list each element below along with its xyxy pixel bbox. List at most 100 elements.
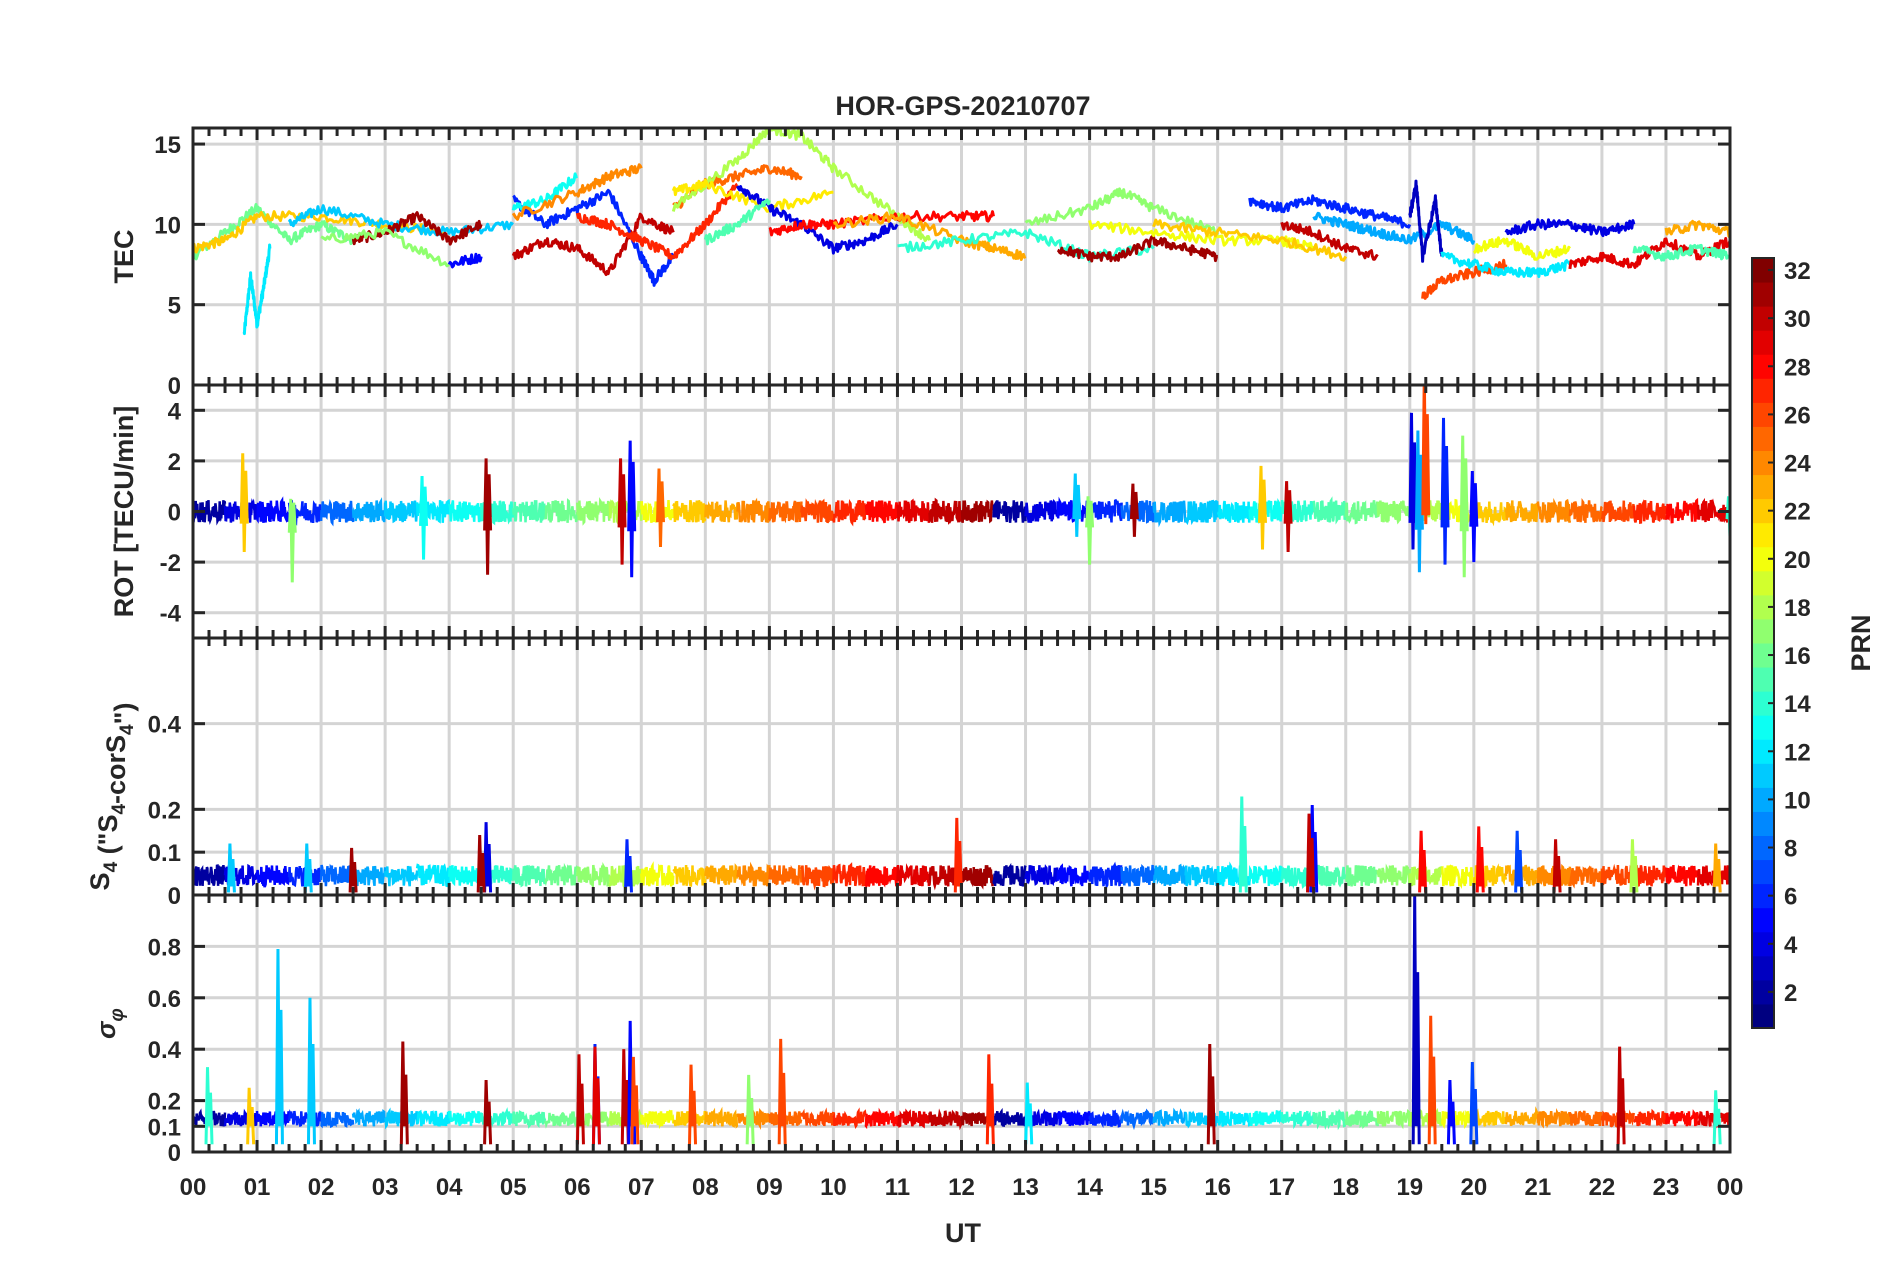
noise-trace-prn-13: [447, 1110, 483, 1127]
noise-trace-prn-2: [193, 499, 227, 526]
colorbar-cell: [1752, 859, 1774, 885]
spike-prn-5: [627, 440, 637, 578]
noise-trace-prn-27: [832, 499, 867, 527]
x-axis: 00 01 02 03 04 05 06 07 08 09 10 11 12 13 14 15 16 17 18 19…: [180, 1174, 1744, 1201]
spike-prn-17: [1085, 496, 1095, 565]
noise-trace-prn-22: [1472, 501, 1508, 527]
spike-prn-27: [985, 1054, 995, 1145]
x-tick-label: 22: [1589, 1174, 1616, 1201]
spike-prn-5: [1446, 1079, 1456, 1145]
y-tick-label: 5: [168, 293, 181, 320]
noise-trace-prn-27: [832, 1107, 867, 1130]
noise-trace-prn-10: [1152, 1107, 1187, 1127]
x-tick-label: 00: [1717, 1174, 1744, 1201]
tec-series-prn-23: [1664, 219, 1730, 238]
colorbar-cell: [1752, 715, 1774, 740]
y-axis-label: ROT [TECU/min]: [109, 406, 139, 617]
noise-trace-prn-11: [1184, 865, 1219, 887]
colorbar-tick-label: 6: [1784, 884, 1797, 911]
noise-trace-prn-2: [992, 500, 1027, 523]
noise-trace-prn-20: [1441, 864, 1476, 889]
noise-trace-prn-2: [193, 864, 227, 886]
y-tick-label: 0.2: [148, 797, 181, 824]
colorbar-tick-label: 20: [1784, 547, 1811, 574]
spike-prn-28: [1475, 826, 1485, 893]
tec-series-prn-5: [447, 252, 483, 269]
spike-prn-22: [1257, 465, 1267, 550]
colorbar-cell: [1752, 955, 1774, 981]
spike-prn-26: [1427, 1015, 1437, 1145]
spike-prn-14: [1725, 496, 1730, 537]
spike-prn-26: [777, 1038, 787, 1145]
spike-prn-26: [630, 1056, 640, 1145]
spike-prn-23: [1712, 843, 1722, 893]
noise-trace-prn-20: [1441, 1110, 1476, 1130]
colorbar-tick-label: 30: [1784, 306, 1811, 333]
y-tick-label: 0.1: [148, 840, 181, 867]
noise-trace-prn-12: [415, 863, 451, 888]
tec-series-prn-12: [242, 243, 272, 336]
x-tick-label: 21: [1525, 1174, 1552, 1201]
noise-trace-prn-16: [1345, 865, 1379, 887]
noise-trace-prn-28: [1664, 497, 1700, 524]
spike-prn-22: [246, 1087, 256, 1145]
noise-trace-prn-16: [1344, 500, 1380, 525]
noise-trace-prn-29: [896, 1108, 931, 1129]
tec-series-prn-16: [193, 203, 355, 261]
x-tick-label: 02: [308, 1174, 335, 1201]
colorbar-cell: [1752, 667, 1774, 692]
spike-prn-17: [745, 1074, 755, 1145]
tec-series-prn-28: [768, 210, 995, 237]
spike-prn-18: [1629, 839, 1639, 893]
colorbar-cell: [1752, 739, 1774, 764]
minor-ticks: [191, 638, 1732, 895]
x-tick-label: 18: [1332, 1174, 1359, 1201]
y-tick-label: 0.8: [148, 934, 181, 961]
tec-series-prn-6: [512, 188, 675, 287]
y-tick-label: 0.4: [148, 712, 182, 739]
noise-trace-prn-8: [1120, 1108, 1155, 1131]
noise-trace-prn-20: [640, 861, 675, 888]
noise-trace-prn-10: [351, 1108, 387, 1127]
spike-prn-29: [591, 1046, 601, 1145]
noise-trace-prn-29: [896, 498, 931, 523]
colorbar-cell: [1752, 931, 1774, 957]
spike-prn-31: [476, 834, 486, 893]
tec-series-prn-20: [1088, 220, 1315, 251]
spike-prn-30: [1552, 839, 1562, 893]
colorbar-cell: [1752, 354, 1774, 379]
spike-prn-11: [226, 843, 236, 893]
spike-prn-5: [1469, 470, 1479, 563]
spike-prn-11: [1072, 473, 1082, 537]
tec-series-prn-30: [511, 212, 675, 277]
spike-prn-4: [483, 822, 493, 893]
colorbar-label: PRN: [1846, 614, 1876, 671]
spike-prn-28: [1418, 830, 1428, 893]
noise-trace-prn-15: [511, 864, 547, 888]
noise-trace-prn-13: [1248, 864, 1283, 887]
x-tick-label: 14: [1076, 1174, 1103, 1201]
noise-trace-prn-26: [800, 1107, 835, 1128]
spike-prn-31: [483, 1079, 493, 1145]
grid: [193, 638, 1730, 895]
colorbar-tick-label: 24: [1784, 451, 1811, 478]
tec-series-prn-15: [1632, 243, 1730, 262]
data-layer: [193, 128, 1730, 336]
y-tick-label: 15: [154, 132, 181, 159]
tec-series-prn-10: [1312, 211, 1476, 245]
y-tick-label: 0: [168, 1140, 181, 1167]
spike-prn-30: [1306, 813, 1316, 893]
colorbar-cell: [1752, 426, 1774, 451]
colorbar-cell: [1752, 691, 1774, 716]
colorbar-cell: [1752, 811, 1774, 836]
tec-series-prn-30: [1280, 221, 1379, 261]
spike-prn-30: [617, 458, 627, 565]
noise-trace-prn-30: [928, 1108, 963, 1131]
noise-trace-prn-29: [896, 863, 931, 887]
colorbar-cell: [1752, 883, 1774, 909]
colorbar-cell: [1752, 306, 1774, 331]
spike-prn-11: [306, 997, 316, 1145]
noise-trace-prn-12: [1216, 1110, 1251, 1127]
colorbar-cell: [1752, 522, 1774, 548]
